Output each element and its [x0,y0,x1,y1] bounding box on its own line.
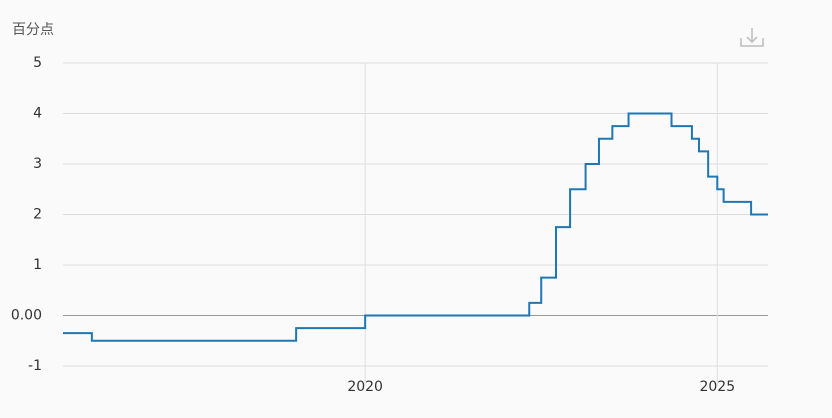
y-tick-label: 3 [33,156,42,172]
download-tray[interactable] [740,38,764,47]
y-tick-label: -1 [28,358,42,374]
y-tick-label: 4 [33,106,42,122]
y-axis-label: 百分点 [12,22,54,38]
x-tick-label: 2020 [347,379,383,395]
y-tick-label: 1 [33,257,42,273]
download-arrow[interactable] [746,28,758,44]
y-tick-label: 0.00 [11,308,42,324]
series-line [63,112,768,342]
y-tick-label: 5 [33,55,42,71]
download-button[interactable] [740,28,764,47]
x-tick-label: 2025 [699,379,735,395]
y-tick-label: 2 [33,207,42,223]
